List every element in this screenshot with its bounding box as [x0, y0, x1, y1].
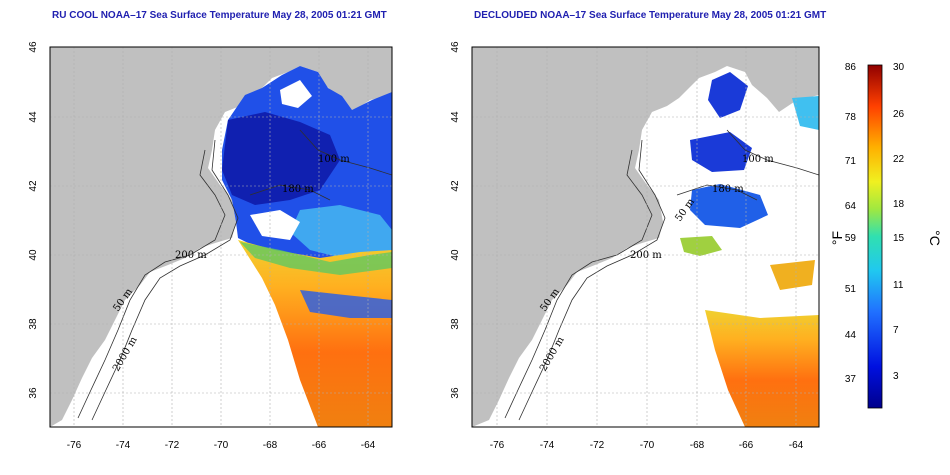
fahrenheit-tick: 37	[845, 374, 857, 385]
right-contour-line	[726, 129, 819, 176]
right-lon-tick: -68	[690, 440, 705, 451]
fahrenheit-tick: 78	[845, 112, 857, 123]
right-lon-tick: -72	[590, 440, 605, 451]
left-contour-label: 200 m	[175, 250, 207, 261]
left-contour-label: 100 m	[318, 154, 350, 165]
left-sst-blue-filament	[300, 290, 392, 318]
left-sst-warm-region	[238, 240, 392, 427]
colorbar-gradient	[867, 64, 883, 409]
left-contour-line	[91, 139, 239, 421]
right-lat-tick: 38	[450, 318, 461, 330]
right-sst-warm-patch	[770, 260, 815, 290]
right-lat-tick: 40	[450, 249, 461, 261]
celsius-tick: 3	[893, 371, 899, 382]
right-contour-label: 100 m	[742, 154, 774, 165]
left-sst-cyan-patch	[290, 205, 392, 260]
right-lon-tick: -64	[789, 440, 804, 451]
left-lon-tick: -74	[116, 440, 131, 451]
celsius-tick: 15	[893, 233, 905, 244]
right-lon-tick: -74	[540, 440, 555, 451]
right-grid	[472, 47, 819, 427]
celsius-tick: 26	[893, 109, 905, 120]
right-sst-cold-patch	[690, 132, 752, 172]
fahrenheit-tick: 86	[845, 62, 857, 73]
celsius-tick: 22	[893, 154, 905, 165]
left-map-title: RU COOL NOAA–17 Sea Surface Temperature …	[52, 10, 387, 21]
fahrenheit-tick: 64	[845, 201, 857, 212]
left-lon-tick: -72	[165, 440, 180, 451]
right-lon-tick: -70	[640, 440, 655, 451]
right-map-title: DECLOUDED NOAA–17 Sea Surface Temperatur…	[474, 10, 827, 21]
celsius-tick: 7	[893, 325, 899, 336]
celsius-unit-label: °C	[927, 230, 943, 246]
fahrenheit-tick: 44	[845, 330, 857, 341]
left-cloud-patch	[250, 210, 300, 240]
left-y-axis: 46 44 42 40 38 36	[28, 41, 39, 399]
right-sst-cold-patch	[690, 184, 768, 228]
right-lat-tick: 46	[450, 41, 461, 53]
fahrenheit-tick: 51	[845, 284, 857, 295]
right-sst-cold-patch	[708, 72, 748, 118]
left-sst-deep-cold-patch	[222, 112, 340, 205]
right-land-mass	[472, 47, 819, 427]
left-contour-line	[299, 129, 392, 176]
right-lat-tick: 36	[450, 387, 461, 399]
celsius-tick: 18	[893, 199, 905, 210]
right-x-axis: -76 -74 -72 -70 -68 -66 -64	[490, 440, 804, 451]
left-lat-tick: 36	[28, 387, 39, 399]
right-sst-cyan-patch	[792, 96, 819, 130]
left-map-frame	[49, 46, 393, 428]
left-lon-tick: -66	[312, 440, 327, 451]
right-contour-line	[504, 149, 653, 419]
left-lon-tick: -70	[214, 440, 229, 451]
right-map-frame	[471, 46, 820, 428]
colorbar: 86 78 71 64 59 51 44 37 30 26 22 18 15 1…	[829, 62, 943, 409]
colorbar-celsius-ticks: 30 26 22 18 15 11 7 3	[893, 62, 905, 382]
left-sst-green-band	[240, 242, 392, 275]
right-map: 100 m 200 m 50 m 2000 m 180 m 50 m -76 -…	[450, 41, 820, 451]
right-y-axis: 46 44 42 40 38 36	[450, 41, 461, 399]
right-contour-line	[676, 184, 758, 201]
fahrenheit-unit-label: °F	[829, 231, 845, 245]
fahrenheit-tick: 71	[845, 156, 857, 167]
right-contour-label: 180 m	[712, 184, 744, 195]
left-lat-tick: 40	[28, 249, 39, 261]
right-contour-label: 200 m	[630, 250, 662, 261]
right-lon-tick: -76	[490, 440, 505, 451]
right-sst-green-patch	[680, 236, 722, 256]
left-lat-tick: 44	[28, 111, 39, 123]
left-grid	[50, 47, 392, 427]
left-lon-tick: -76	[67, 440, 82, 451]
left-contour-line	[77, 149, 226, 419]
left-map: 100 m 200 m 50 m 2000 m 180 m -76 -74 -7…	[28, 41, 393, 451]
right-sst-warm-region	[705, 310, 819, 427]
celsius-tick: 30	[893, 62, 905, 73]
left-contour-line	[249, 184, 331, 201]
right-lat-tick: 44	[450, 111, 461, 123]
left-lon-tick: -68	[263, 440, 278, 451]
celsius-tick: 11	[893, 280, 904, 291]
right-lon-tick: -66	[739, 440, 754, 451]
fahrenheit-tick: 59	[845, 233, 857, 244]
right-lat-tick: 42	[450, 180, 461, 192]
left-lat-tick: 46	[28, 41, 39, 53]
left-contour-label: 180 m	[282, 184, 314, 195]
left-lat-tick: 42	[28, 180, 39, 192]
left-lat-tick: 38	[28, 318, 39, 330]
left-x-axis: -76 -74 -72 -70 -68 -66 -64	[67, 440, 376, 451]
left-lon-tick: -64	[361, 440, 376, 451]
colorbar-fahrenheit-ticks: 86 78 71 64 59 51 44 37	[845, 62, 857, 385]
left-cloud-patch	[280, 80, 312, 108]
